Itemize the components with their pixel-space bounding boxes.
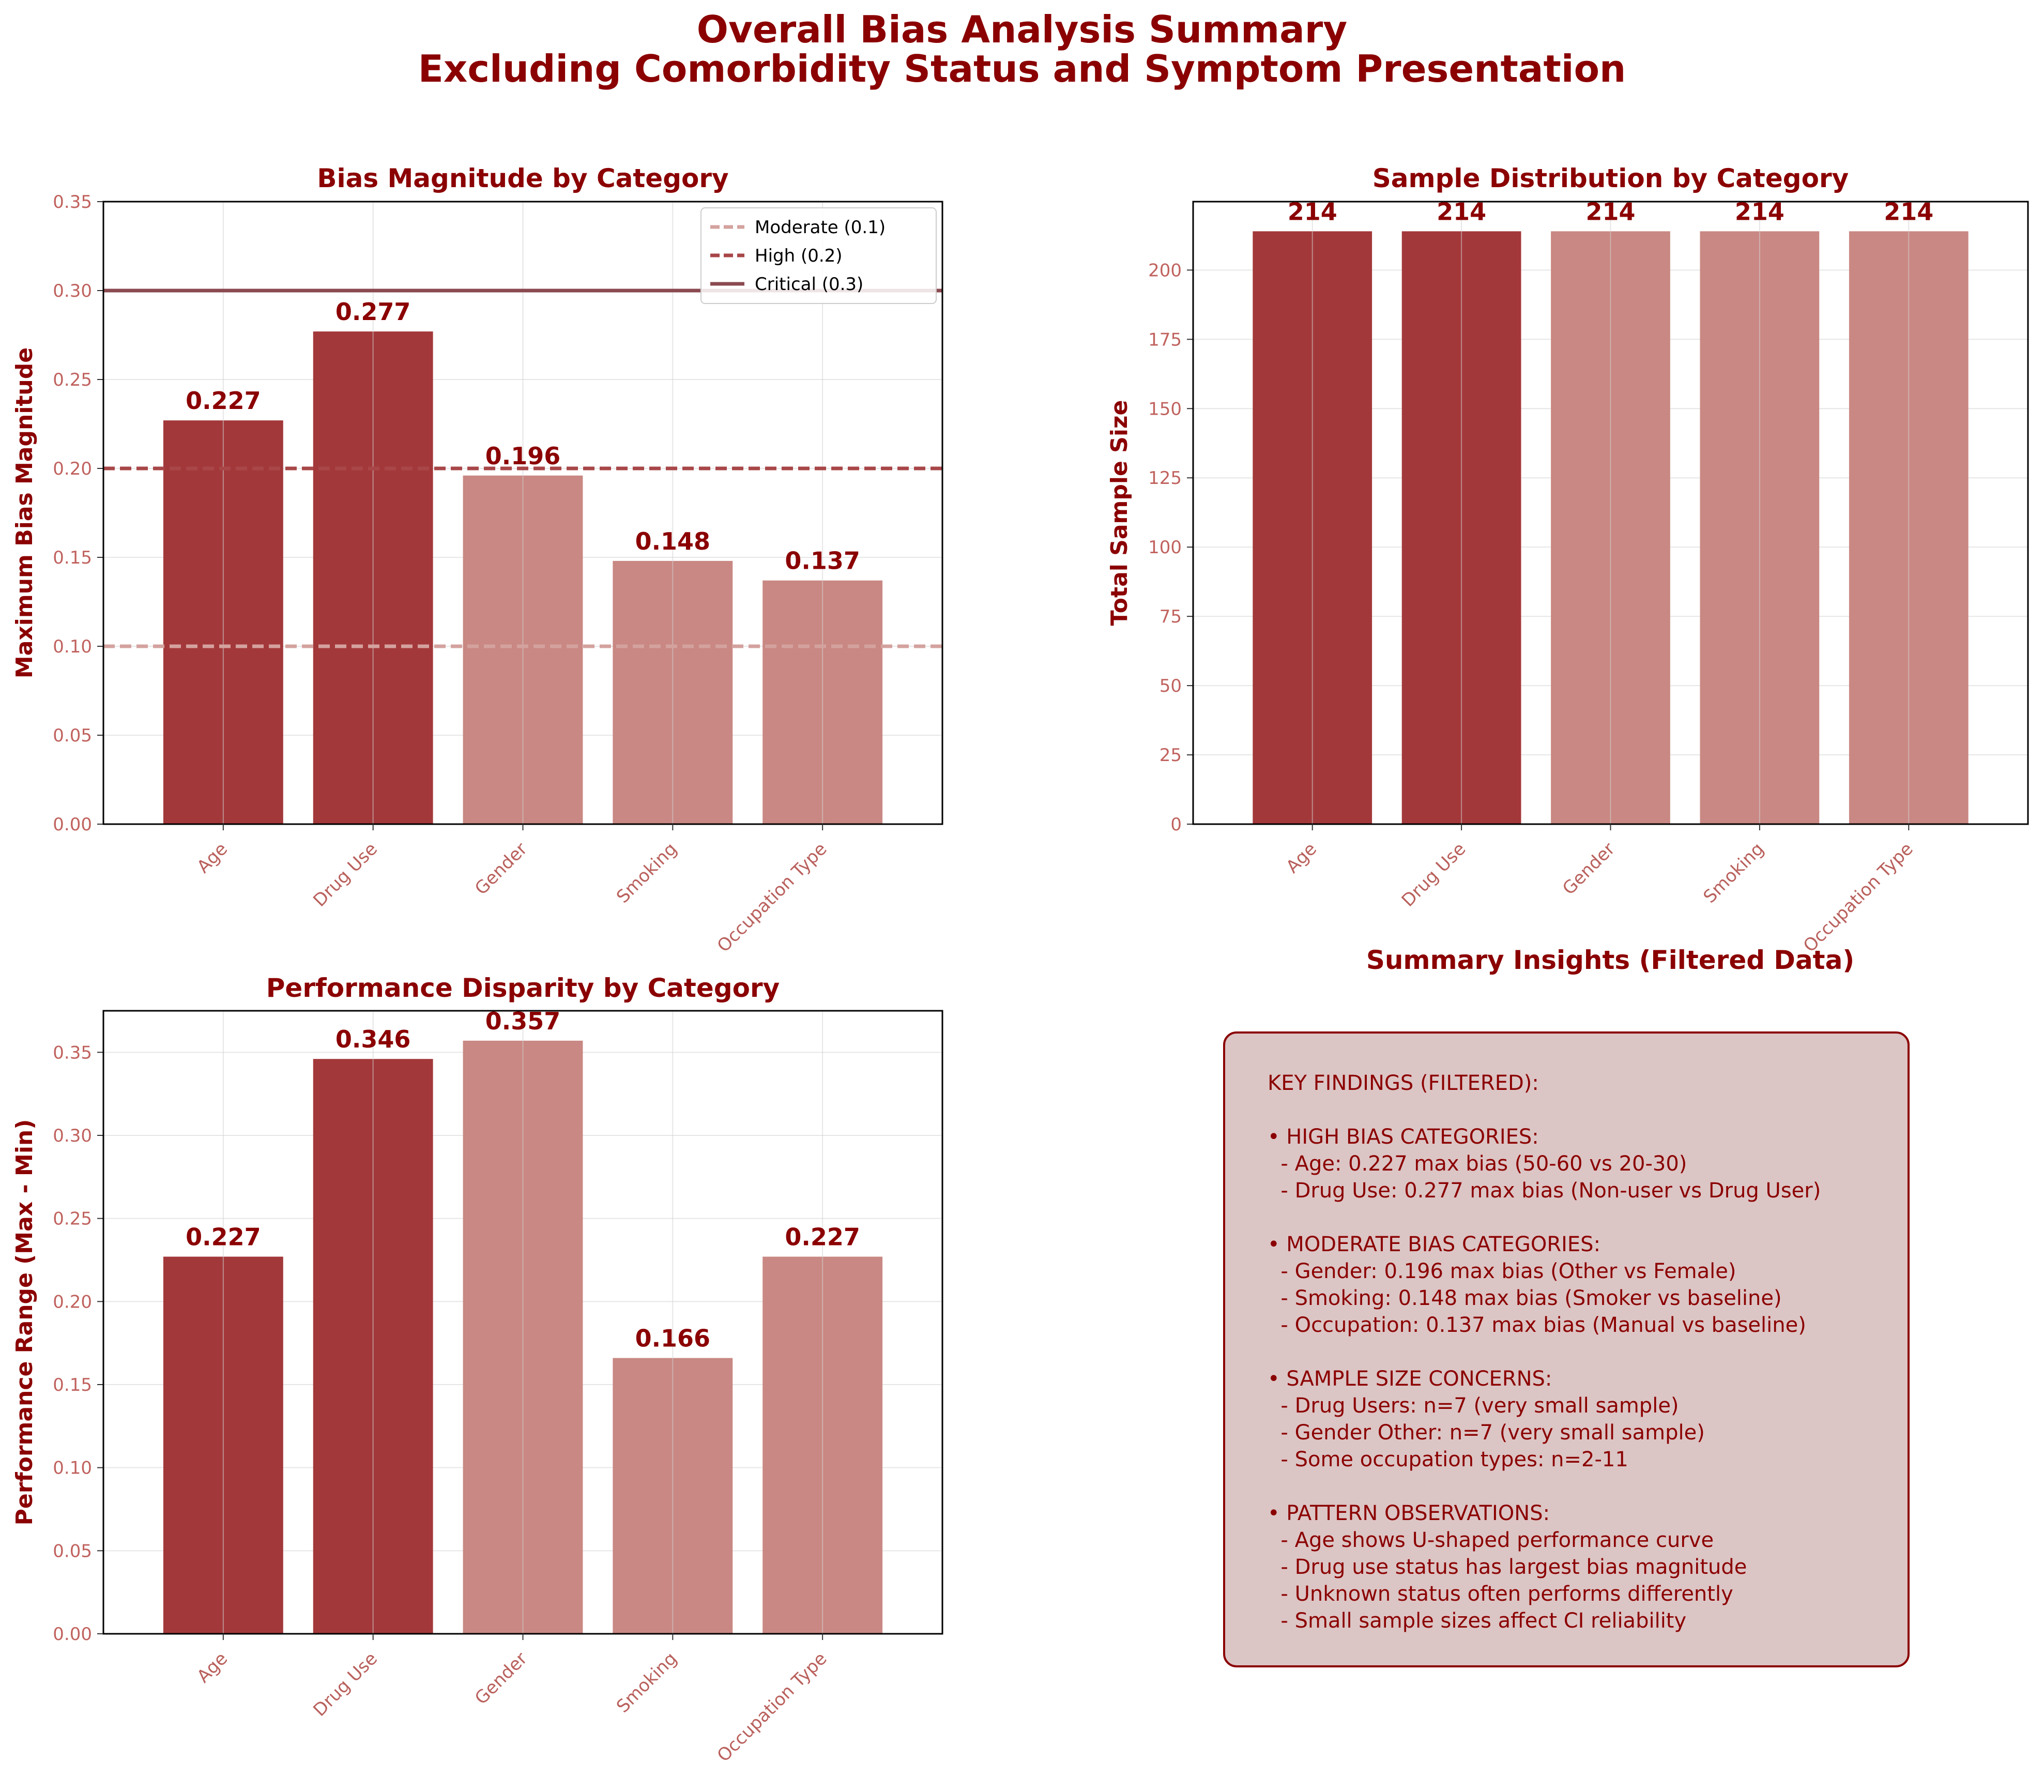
bias-xtick-label: Age <box>193 839 232 877</box>
bias-ytick-label: 0.30 <box>53 281 92 301</box>
perf-value-label-1: 0.346 <box>335 1025 411 1053</box>
insights-text: KEY FINDINGS (FILTERED): • HIGH BIAS CAT… <box>1268 1071 1821 1633</box>
bias-ytick-label: 0.05 <box>53 725 92 746</box>
sample-title: Sample Distribution by Category <box>1372 163 1849 193</box>
legend-label-0: Moderate (0.1) <box>755 217 886 238</box>
bias-ytick-label: 0.15 <box>53 548 92 568</box>
sample-ytick-label: 175 <box>1148 329 1182 350</box>
perf-xtick-label: Drug Use <box>309 1648 382 1721</box>
perf-value-label-4: 0.227 <box>785 1223 860 1251</box>
sample-value-label-4: 214 <box>1884 198 1933 225</box>
perf-ytick-label: 0.00 <box>53 1624 92 1645</box>
perf-ytick-label: 0.15 <box>53 1375 92 1395</box>
bias-value-label-0: 0.227 <box>186 387 261 415</box>
insights-title: Summary Insights (Filtered Data) <box>1366 945 1854 975</box>
sample-ytick-label: 125 <box>1148 468 1182 489</box>
bias-ytick-label: 0.00 <box>53 814 92 835</box>
perf-value-label-2: 0.357 <box>485 1007 561 1035</box>
sample-xtick-label: Smoking <box>1699 839 1768 907</box>
perf-ytick-label: 0.10 <box>53 1458 92 1479</box>
sample-ytick-label: 25 <box>1160 745 1182 766</box>
bias-title: Bias Magnitude by Category <box>317 163 728 193</box>
sample-ytick-label: 100 <box>1148 537 1182 558</box>
perf-ytick-label: 0.05 <box>53 1541 92 1561</box>
perf-ytick-label: 0.30 <box>53 1126 92 1146</box>
perf-xtick-label: Smoking <box>613 1648 681 1717</box>
sample-ytick-label: 50 <box>1160 676 1182 696</box>
bias-xtick-label: Occupation Type <box>713 839 831 956</box>
sample-value-label-2: 214 <box>1585 198 1635 225</box>
bias-ytick-label: 0.25 <box>53 370 92 390</box>
legend-label-2: Critical (0.3) <box>755 274 863 295</box>
bias-ytick-label: 0.10 <box>53 636 92 657</box>
bias-ytick-label: 0.35 <box>53 192 92 212</box>
bias-ytick-label: 0.20 <box>53 459 92 479</box>
sample-xtick-label: Occupation Type <box>1799 839 1917 956</box>
bias-value-label-2: 0.196 <box>485 442 561 470</box>
perf-value-label-3: 0.166 <box>635 1325 711 1353</box>
sample-xtick-label: Gender <box>1559 839 1619 899</box>
sample-ytick-label: 75 <box>1160 606 1182 627</box>
perf-xtick-label: Occupation Type <box>713 1648 831 1766</box>
perf-title: Performance Disparity by Category <box>266 973 780 1003</box>
sample-ytick-label: 200 <box>1148 260 1182 281</box>
perf-xtick-label: Gender <box>471 1648 531 1709</box>
legend-label-1: High (0.2) <box>755 246 843 266</box>
figure-title-line-2: Excluding Comorbidity Status and Symptom… <box>418 47 1626 90</box>
sample-value-label-1: 214 <box>1437 198 1486 225</box>
bias-ylabel: Maximum Bias Magnitude <box>11 347 38 678</box>
bias-value-label-1: 0.277 <box>335 298 411 326</box>
bias-xtick-label: Smoking <box>613 839 681 907</box>
legend-box <box>700 207 937 304</box>
sample-ytick-label: 150 <box>1148 399 1182 419</box>
bias-value-label-4: 0.137 <box>785 547 860 575</box>
perf-ytick-label: 0.35 <box>53 1042 92 1063</box>
bias-value-label-3: 0.148 <box>635 527 711 555</box>
sample-ylabel: Total Sample Size <box>1106 400 1133 626</box>
sample-value-label-0: 214 <box>1288 198 1337 225</box>
sample-xtick-label: Age <box>1282 839 1321 877</box>
perf-ytick-label: 0.25 <box>53 1209 92 1229</box>
sample-xtick-label: Drug Use <box>1398 839 1470 911</box>
perf-ylabel: Performance Range (Max - Min) <box>11 1119 38 1526</box>
insights-box: KEY FINDINGS (FILTERED): • HIGH BIAS CAT… <box>1223 1031 1910 1667</box>
sample-ytick-label: 0 <box>1170 814 1182 835</box>
perf-xtick-label: Age <box>193 1648 232 1687</box>
bias-xtick-label: Gender <box>471 839 531 899</box>
perf-ytick-label: 0.20 <box>53 1292 92 1312</box>
sample-value-label-3: 214 <box>1735 198 1784 225</box>
perf-value-label-0: 0.227 <box>186 1223 261 1251</box>
bias-xtick-label: Drug Use <box>309 839 382 911</box>
figure-title-line-1: Overall Bias Analysis Summary <box>697 8 1347 51</box>
